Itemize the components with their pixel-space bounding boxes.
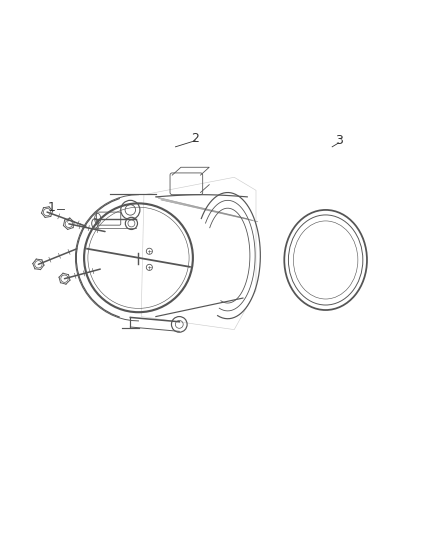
Text: 1: 1 [47, 201, 55, 214]
Text: 3: 3 [335, 134, 343, 147]
Text: 2: 2 [191, 132, 199, 144]
